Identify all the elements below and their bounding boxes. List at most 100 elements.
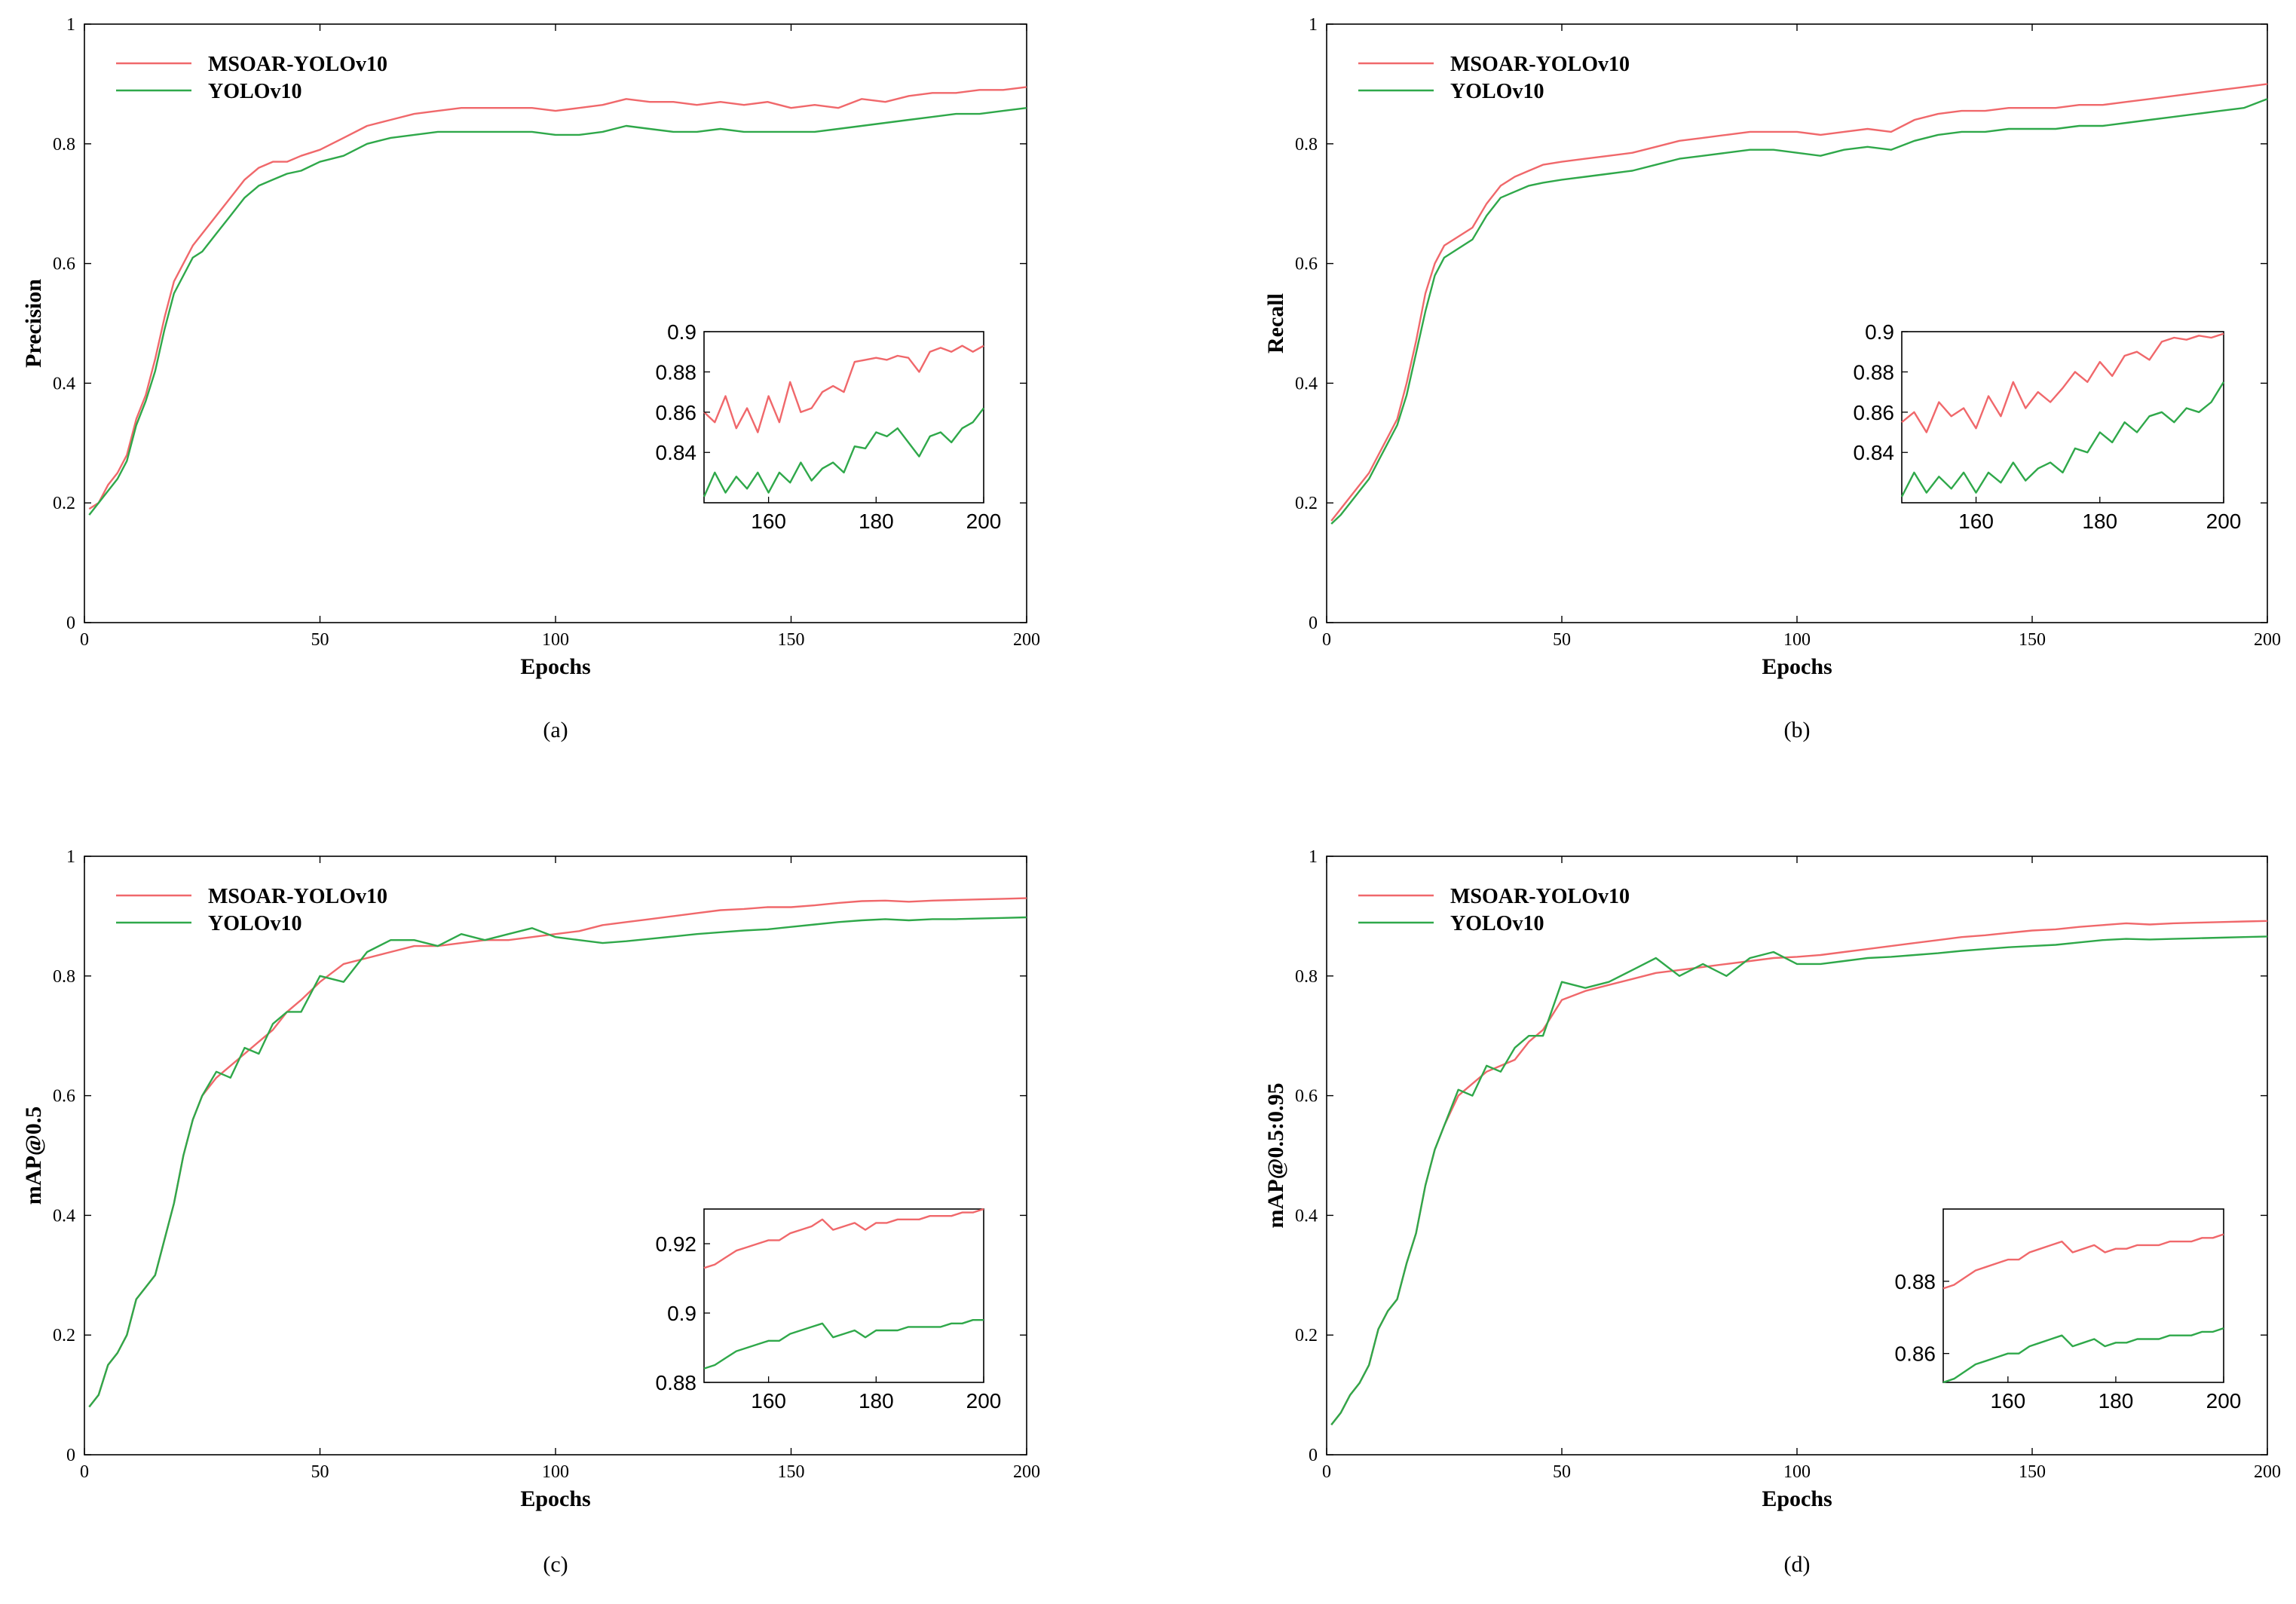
inset-x-tick-label: 200	[2206, 510, 2242, 533]
y-tick-label: 0	[1309, 614, 1318, 633]
series-line-msoar	[1330, 83, 2268, 522]
y-tick-label: 0.2	[53, 494, 75, 513]
x-tick-label: 50	[311, 1462, 329, 1482]
inset-frame	[703, 331, 984, 504]
y-tick-label: 0.8	[53, 135, 75, 155]
legend-label-yolo: YOLOv10	[1450, 80, 1544, 103]
chart-panel-1: 0 50 100 150 200 0 0.2 0.4 0.6 0.8 1 Epochs Precisio…	[21, 15, 1040, 742]
x-tick-label: 50	[1553, 1462, 1571, 1482]
legend-label-yolo: YOLOv10	[208, 80, 302, 103]
inset-zoom: 160 180 200 0.84 0.86 0.88 0.9	[656, 320, 1002, 533]
panel-caption: (d)	[1784, 1552, 1811, 1577]
y-tick-label: 0.8	[1295, 135, 1318, 155]
inset-x-tick-label: 200	[966, 1389, 1002, 1413]
legend-label-msoar: MSOAR-YOLOv10	[1450, 53, 1630, 76]
series-line-yolo	[1330, 98, 2268, 525]
panel-caption: (a)	[543, 718, 568, 742]
series-line-msoar	[88, 86, 1027, 510]
inset-frame	[703, 1208, 984, 1383]
y-tick-label: 1	[66, 847, 75, 867]
inset-y-tick-label: 0.9	[1865, 320, 1894, 344]
y-tick-label: 1	[1309, 15, 1318, 35]
y-tick-label: 1	[66, 15, 75, 35]
y-tick-label: 0.2	[53, 1326, 75, 1345]
inset-x-tick-label: 180	[859, 510, 894, 533]
inset-y-tick-label: 0.86	[1854, 401, 1895, 424]
y-tick-label: 0.2	[1295, 494, 1318, 513]
y-tick-label: 0.2	[1295, 1326, 1318, 1345]
x-tick-label: 0	[1322, 630, 1331, 650]
plot-area-frame	[84, 23, 1027, 623]
inset-x-tick-label: 180	[859, 1389, 894, 1413]
legend: MSOAR-YOLOv10 YOLOv10	[116, 53, 387, 103]
panel-caption: (b)	[1784, 718, 1811, 742]
inset-series-line-yolo	[703, 407, 984, 497]
inset-y-tick-label: 0.88	[656, 1371, 697, 1394]
legend: MSOAR-YOLOv10 YOLOv10	[116, 885, 387, 935]
chart-panel-4: 0 50 100 150 200 0 0.2 0.4 0.6 0.8 1 Epochs mAP@0.5:…	[1263, 847, 2281, 1577]
inset-x-tick-label: 160	[751, 1389, 786, 1413]
series-line-yolo	[88, 107, 1027, 516]
inset-x-tick-label: 160	[1990, 1389, 2025, 1413]
x-tick-label: 150	[2019, 630, 2046, 650]
legend: MSOAR-YOLOv10 YOLOv10	[1358, 53, 1630, 103]
inset-y-tick-label: 0.86	[656, 401, 697, 424]
inset-x-tick-label: 180	[2099, 1389, 2134, 1413]
y-tick-label: 0	[66, 1446, 75, 1465]
chart-panel-2: 0 50 100 150 200 0 0.2 0.4 0.6 0.8 1 Epochs Recall MS…	[1263, 15, 2281, 742]
x-axis-title: Epochs	[520, 1486, 590, 1511]
inset-x-tick-label: 200	[2206, 1389, 2242, 1413]
x-tick-label: 200	[2254, 630, 2281, 650]
x-tick-label: 0	[80, 1462, 89, 1482]
y-axis-title: Precision	[21, 279, 46, 368]
y-tick-label: 0.4	[1295, 1206, 1318, 1226]
y-tick-label: 0.4	[53, 374, 75, 393]
x-tick-label: 0	[80, 630, 89, 650]
x-axis-title: Epochs	[1762, 1486, 1832, 1511]
x-tick-label: 50	[1553, 630, 1571, 650]
inset-x-tick-label: 180	[2082, 510, 2117, 533]
inset-y-tick-label: 0.88	[1895, 1270, 1936, 1293]
panel-caption: (c)	[543, 1552, 568, 1577]
inset-x-tick-label: 200	[966, 510, 1002, 533]
x-tick-label: 150	[778, 1462, 805, 1482]
y-tick-label: 0.6	[1295, 1087, 1318, 1107]
y-tick-label: 0.6	[53, 1087, 75, 1107]
y-tick-label: 0.8	[1295, 967, 1318, 987]
y-tick-label: 0.8	[53, 967, 75, 987]
inset-y-tick-label: 0.86	[1895, 1342, 1936, 1366]
inset-y-tick-label: 0.9	[667, 1302, 696, 1325]
inset-series-line-msoar	[1901, 332, 2224, 433]
y-tick-label: 0.4	[1295, 374, 1318, 393]
inset-zoom: 160 180 200 0.84 0.86 0.88 0.9	[1854, 320, 2242, 533]
inset-y-tick-label: 0.9	[667, 320, 696, 344]
x-axis-title: Epochs	[1762, 654, 1832, 679]
inset-frame	[1942, 1208, 2224, 1383]
x-tick-label: 100	[1783, 1462, 1811, 1482]
inset-zoom: 160 180 200 0.88 0.9 0.92	[656, 1208, 1002, 1413]
inset-series-line-yolo	[703, 1319, 984, 1370]
y-axis-title: Recall	[1263, 293, 1288, 354]
series-line-yolo	[88, 916, 1027, 1408]
inset-x-tick-label: 160	[1958, 510, 1994, 533]
inset-y-tick-label: 0.88	[656, 360, 697, 384]
inset-series-line-yolo	[1900, 381, 2225, 497]
legend-label-msoar: MSOAR-YOLOv10	[208, 885, 387, 908]
inset-y-tick-label: 0.88	[1854, 360, 1895, 384]
x-tick-label: 50	[311, 630, 329, 650]
inset-x-tick-label: 160	[751, 510, 786, 533]
legend-label-msoar: MSOAR-YOLOv10	[1450, 885, 1630, 908]
y-tick-label: 0	[66, 614, 75, 633]
legend: MSOAR-YOLOv10 YOLOv10	[1358, 885, 1630, 935]
inset-zoom: 160 180 200 0.86 0.88	[1895, 1208, 2242, 1413]
y-tick-label: 1	[1309, 847, 1318, 867]
y-tick-label: 0.6	[1295, 255, 1318, 274]
inset-series-line-yolo	[1942, 1327, 2224, 1384]
x-tick-label: 0	[1322, 1462, 1331, 1482]
x-tick-label: 200	[1013, 1462, 1040, 1482]
inset-series-line-msoar	[1942, 1233, 2224, 1290]
plot-area-frame	[1326, 23, 2268, 623]
inset-series-line-msoar	[703, 344, 984, 433]
x-tick-label: 150	[778, 630, 805, 650]
